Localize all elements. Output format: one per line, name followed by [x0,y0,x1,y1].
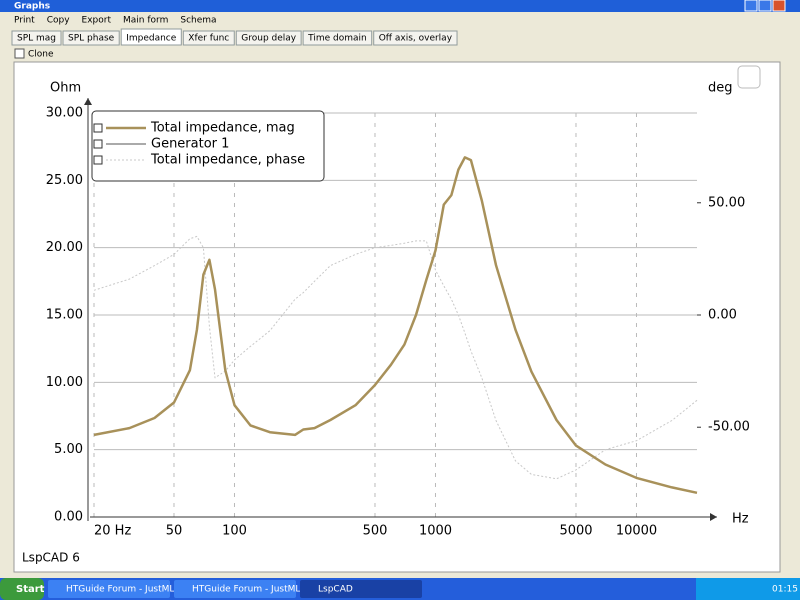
close-button[interactable] [772,0,786,12]
minimize-button[interactable] [744,0,758,12]
window-title: Graphs [14,2,50,12]
taskbar-item[interactable] [48,580,170,598]
legend-checkbox[interactable] [93,139,103,149]
taskbar-item[interactable] [174,580,296,598]
tray [696,578,800,600]
y-axis-label: Ohm [50,81,81,96]
tab[interactable] [120,28,182,46]
tab-label: SPL phase [68,34,115,44]
x-tick-label: 100 [222,524,247,539]
y-tick-label: 5.00 [54,442,83,457]
x-tick-label: 5000 [559,524,592,539]
tab[interactable] [182,30,235,46]
legend-checkbox[interactable] [93,155,103,165]
y2-tick-label: -50.00 [708,420,750,435]
legend-label: Generator 1 [151,137,229,152]
menu-item[interactable]: Schema [180,16,216,26]
y2-axis-label: deg [708,81,733,96]
x-tick-label: 1000 [419,524,452,539]
tab-label: Time domain [307,34,367,44]
x-axis-label: Hz [732,512,749,527]
clock: 01:15 [772,585,798,595]
x-tick-label: 10000 [616,524,657,539]
tab[interactable] [11,30,62,46]
tab[interactable] [302,30,373,46]
taskbar-item-label: LspCAD [318,585,353,595]
menu-item[interactable]: Main form [123,16,168,26]
tab-label: Group delay [241,34,297,44]
tab[interactable] [235,30,302,46]
title-bar [0,0,800,12]
start-button[interactable] [0,578,44,600]
tab-label: Off axis, overlay [379,34,453,44]
menu-item[interactable]: Print [14,16,35,26]
taskbar-item[interactable] [300,580,422,598]
legend-label: Total impedance, phase [150,153,305,168]
tab-label: Xfer func [188,34,229,44]
clone-label: Clone [28,50,54,60]
legend-box [91,110,325,182]
y2-tick-label: 0.00 [708,308,737,323]
maximize-button[interactable] [758,0,772,12]
y-axis-arrow [84,98,92,105]
y-tick-label: 20.00 [46,240,83,255]
y-tick-label: 0.00 [54,510,83,525]
x-tick-label: 20 Hz [94,524,131,539]
tab[interactable] [373,30,458,46]
series-line [93,235,698,480]
corner-button[interactable] [737,65,761,89]
y-tick-label: 10.00 [46,375,83,390]
tab-label: Impedance [126,34,177,44]
y-tick-label: 25.00 [46,173,83,188]
tab-label: SPL mag [17,34,56,44]
x-axis-arrow [710,513,717,521]
footer-label: LspCAD 6 [22,551,80,565]
legend-checkbox[interactable] [93,123,103,133]
x-tick-label: 500 [363,524,388,539]
y-tick-label: 30.00 [46,106,83,121]
y-tick-label: 15.00 [46,308,83,323]
start-label: Start [16,584,45,595]
clone-checkbox[interactable] [14,48,25,59]
y2-tick-label: 50.00 [708,195,745,210]
taskbar-item-label: HTGuide Forum - JustML... [192,585,309,595]
x-tick-label: 50 [166,524,183,539]
menu-item[interactable]: Copy [47,16,71,26]
taskbar-item-label: HTGuide Forum - JustML... [66,585,183,595]
menu-item[interactable]: Export [82,16,112,26]
tab[interactable] [62,30,120,46]
series-line [93,156,698,495]
legend-label: Total impedance, mag [150,121,295,136]
